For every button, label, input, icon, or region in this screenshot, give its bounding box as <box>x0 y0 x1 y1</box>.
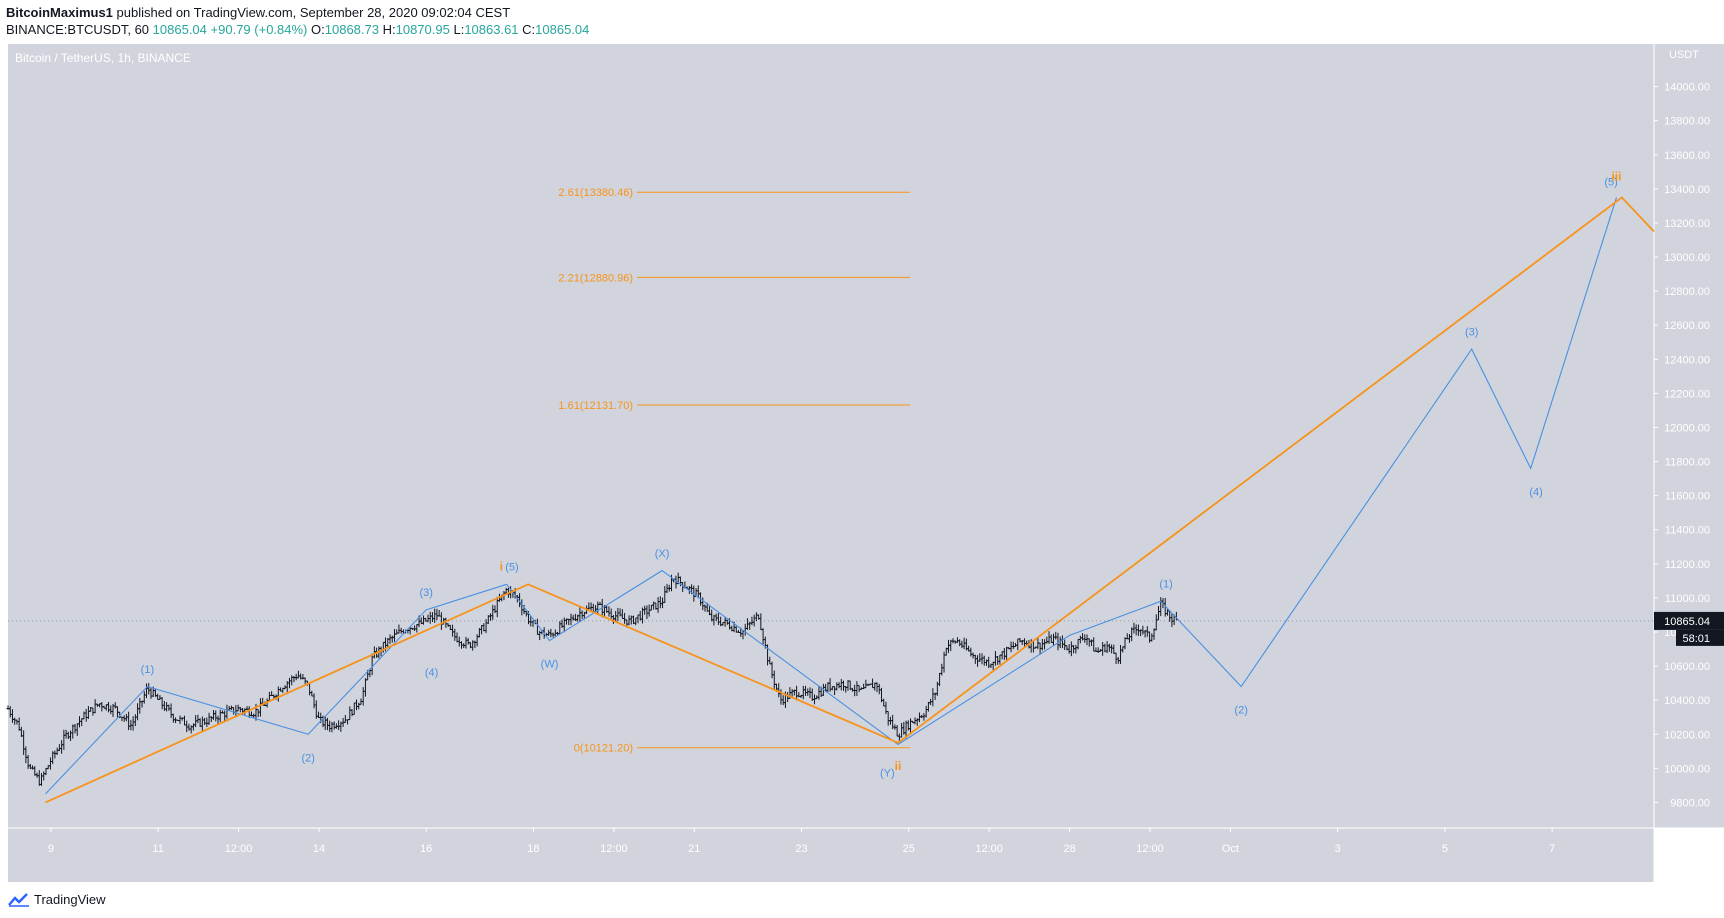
y-tick-label: 11800.00 <box>1665 457 1710 469</box>
published-text: published on TradingView.com, September … <box>116 5 511 20</box>
y-tick-label: 13800.00 <box>1664 116 1710 128</box>
open-label: O: <box>311 22 325 37</box>
y-tick-label: 12800.00 <box>1664 286 1710 298</box>
y-tick-label: 13600.00 <box>1664 150 1710 162</box>
last-price: 10865.04 <box>152 22 207 37</box>
y-tick-label: 9800.00 <box>1670 797 1710 809</box>
x-tick-label: 9 <box>48 843 54 855</box>
price-change: +90.79 (+0.84%) <box>210 22 308 37</box>
y-tick-label: 13400.00 <box>1664 184 1710 196</box>
symbol-label: BINANCE:BTCUSDT, 60 <box>6 22 150 37</box>
ohlc-line: BINANCE:BTCUSDT, 60 10865.04 +90.79 (+0.… <box>6 22 589 37</box>
x-tick-label: 3 <box>1335 843 1341 855</box>
wave-label-blue: (4) <box>425 667 438 679</box>
y-tick-label: 13000.00 <box>1664 252 1710 264</box>
y-tick-label: 10200.00 <box>1664 729 1710 741</box>
plot-background <box>8 44 1654 828</box>
countdown-tag <box>1676 629 1724 646</box>
author-name[interactable]: BitcoinMaximus1 <box>6 5 113 20</box>
chart-header: BitcoinMaximus1 published on TradingView… <box>0 0 1724 44</box>
y-tick-label: 11000.00 <box>1665 593 1710 605</box>
wave-label-orange: i <box>500 560 503 574</box>
y-tick-label: 10000.00 <box>1664 763 1710 775</box>
x-tick-label: 18 <box>527 843 539 855</box>
wave-label-blue: (3) <box>419 587 432 599</box>
y-tick-label: 12000.00 <box>1664 422 1710 434</box>
x-tick-label: 12:00 <box>600 843 628 855</box>
wave-label-blue: (2) <box>302 752 315 764</box>
wave-label-blue: (3) <box>1465 326 1478 338</box>
open-value: 10868.73 <box>324 22 379 37</box>
low-label: L: <box>453 22 465 37</box>
y-tick-label: 11200.00 <box>1665 559 1710 571</box>
wave-label-blue: (2) <box>1234 705 1247 717</box>
x-tick-label: 7 <box>1549 843 1555 855</box>
y-tick-label: 12600.00 <box>1664 320 1710 332</box>
footer: TradingView <box>0 882 1724 918</box>
y-tick-label: 10600.00 <box>1664 661 1710 673</box>
fib-level-label: 1.61(12131.70) <box>558 400 633 412</box>
x-tick-label: 11 <box>152 843 163 855</box>
current-price-tag <box>1654 611 1724 630</box>
high-label: H: <box>382 22 396 37</box>
x-tick-label: 12:00 <box>1136 843 1164 855</box>
publish-info: BitcoinMaximus1 published on TradingView… <box>6 5 510 20</box>
wave-label-blue: (5) <box>505 562 518 574</box>
x-tick-label: 14 <box>313 843 325 855</box>
wave-label-orange: ii <box>895 759 902 773</box>
wave-label-blue: (W) <box>541 659 559 671</box>
x-tick-label: 16 <box>420 843 432 855</box>
x-tick-label: Oct <box>1222 843 1239 855</box>
x-tick-label: 23 <box>795 843 807 855</box>
wave-label-blue: (X) <box>655 548 670 560</box>
y-tick-label: 13200.00 <box>1664 218 1710 230</box>
wave-label-blue: (1) <box>141 664 154 676</box>
high-value: 10870.95 <box>395 22 450 37</box>
y-tick-label: 12200.00 <box>1664 388 1710 400</box>
y-tick-label: 12400.00 <box>1664 354 1710 366</box>
tradingview-brand: TradingView <box>34 892 106 907</box>
tradingview-logo-icon <box>8 892 29 907</box>
y-tick-label: 10400.00 <box>1664 695 1710 707</box>
tradingview-logo[interactable]: TradingView <box>8 892 106 907</box>
close-value: 10865.04 <box>535 22 590 37</box>
fib-level-label: 2.21(12880.96) <box>558 272 633 284</box>
x-tick-label: 12:00 <box>225 843 253 855</box>
wave-label-blue: (Y) <box>880 768 895 780</box>
chart-title: Bitcoin / TetherUS, 1h, BINANCE <box>15 51 191 65</box>
wave-label-blue: (4) <box>1529 486 1542 498</box>
y-tick-label: 11600.00 <box>1665 491 1710 503</box>
close-label: C: <box>522 22 536 37</box>
wave-label-orange: iii <box>1611 169 1621 183</box>
blue-wave-count-line <box>45 197 1618 795</box>
x-tick-label: 25 <box>903 843 915 855</box>
x-tick-label: 21 <box>688 843 700 855</box>
x-tick-label: 12:00 <box>975 843 1003 855</box>
wave-label-blue: (5) <box>1604 176 1617 188</box>
price-axis[interactable] <box>1654 44 1724 828</box>
chart-area[interactable]: Bitcoin / TetherUS, 1h, BINANCE USDT 980… <box>0 44 1724 882</box>
countdown-value: 58:01 <box>1682 633 1710 645</box>
current-price-value: 10865.04 <box>1664 616 1710 628</box>
wave-label-blue: (1) <box>1159 579 1172 591</box>
currency-label: USDT <box>1669 49 1699 61</box>
y-tick-label: 14000.00 <box>1664 82 1710 94</box>
x-tick-label: 28 <box>1063 843 1075 855</box>
x-tick-label: 5 <box>1442 843 1448 855</box>
price-chart[interactable]: Bitcoin / TetherUS, 1h, BINANCE USDT 980… <box>0 44 1724 882</box>
fib-level-label: 0(10121.20) <box>574 743 633 755</box>
time-axis[interactable] <box>8 828 1654 882</box>
low-value: 10863.61 <box>464 22 519 37</box>
y-tick-label: 11400.00 <box>1665 525 1710 537</box>
orange-wave-count-line <box>45 196 1655 804</box>
fib-level-label: 2.61(13380.46) <box>558 187 633 199</box>
